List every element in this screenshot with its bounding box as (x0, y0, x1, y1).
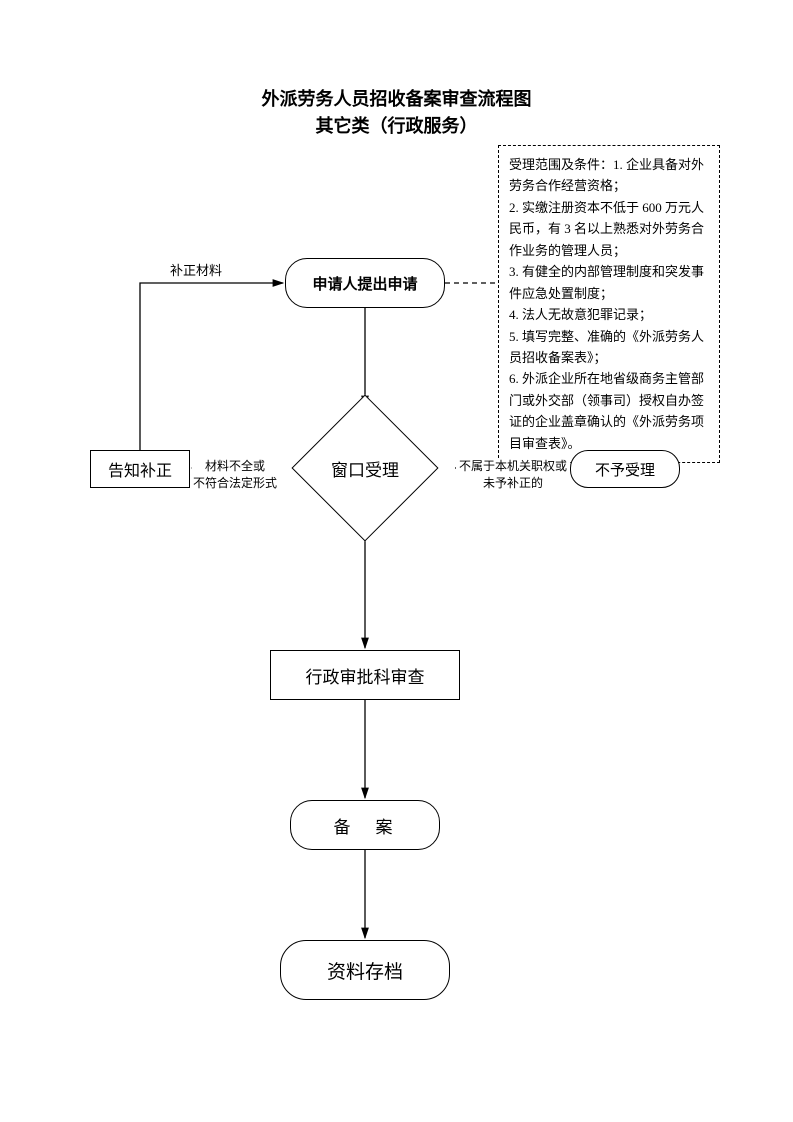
note-line-1: 2. 实缴注册资本不低于 600 万元人民币，有 3 名以上熟悉对外劳务合作业务… (509, 197, 709, 261)
edge-notify-apply (140, 283, 283, 450)
note-line-3: 4. 法人无故意犯罪记录； (509, 304, 709, 325)
label-noauth: 不属于本机关职权或 未予补正的 (456, 458, 570, 492)
node-review-label: 行政审批科审查 (306, 663, 425, 688)
note-line-0: 受理范围及条件：1. 企业具备对外劳务合作经营资格； (509, 154, 709, 197)
node-window-label: 窗口受理 (331, 456, 399, 481)
node-apply: 申请人提出申请 (285, 258, 445, 308)
label-incomplete-l1: 材料不全或 (192, 458, 278, 475)
node-reject: 不予受理 (570, 450, 680, 488)
node-filing-label: 备 案 (334, 813, 397, 838)
note-box: 受理范围及条件：1. 企业具备对外劳务合作经营资格； 2. 实缴注册资本不低于 … (498, 145, 720, 463)
page-title: 外派劳务人员招收备案审查流程图 其它类（行政服务） (0, 86, 793, 140)
label-supplement: 补正材料 (170, 262, 222, 280)
label-noauth-l1: 不属于本机关职权或 (456, 458, 570, 475)
note-line-4: 5. 填写完整、准确的《外派劳务人员招收备案表》； (509, 326, 709, 369)
label-noauth-l2: 未予补正的 (456, 475, 570, 492)
note-line-5: 6. 外派企业所在地省级商务主管部门或外交部（领事司）授权自办签证的企业盖章确认… (509, 368, 709, 454)
node-filing: 备 案 (290, 800, 440, 850)
note-line-2: 3. 有健全的内部管理制度和突发事件应急处置制度； (509, 261, 709, 304)
label-incomplete-l2: 不符合法定形式 (192, 475, 278, 492)
title-line1: 外派劳务人员招收备案审查流程图 (0, 86, 793, 113)
node-apply-label: 申请人提出申请 (312, 273, 417, 294)
node-window: 窗口受理 (275, 408, 455, 528)
node-reject-label: 不予受理 (595, 459, 655, 480)
node-archive-label: 资料存档 (327, 957, 403, 984)
node-notify: 告知补正 (90, 450, 190, 488)
label-incomplete: 材料不全或 不符合法定形式 (192, 458, 278, 492)
title-line2: 其它类（行政服务） (0, 113, 793, 140)
node-archive: 资料存档 (280, 940, 450, 1000)
node-notify-label: 告知补正 (108, 457, 172, 481)
node-review: 行政审批科审查 (270, 650, 460, 700)
